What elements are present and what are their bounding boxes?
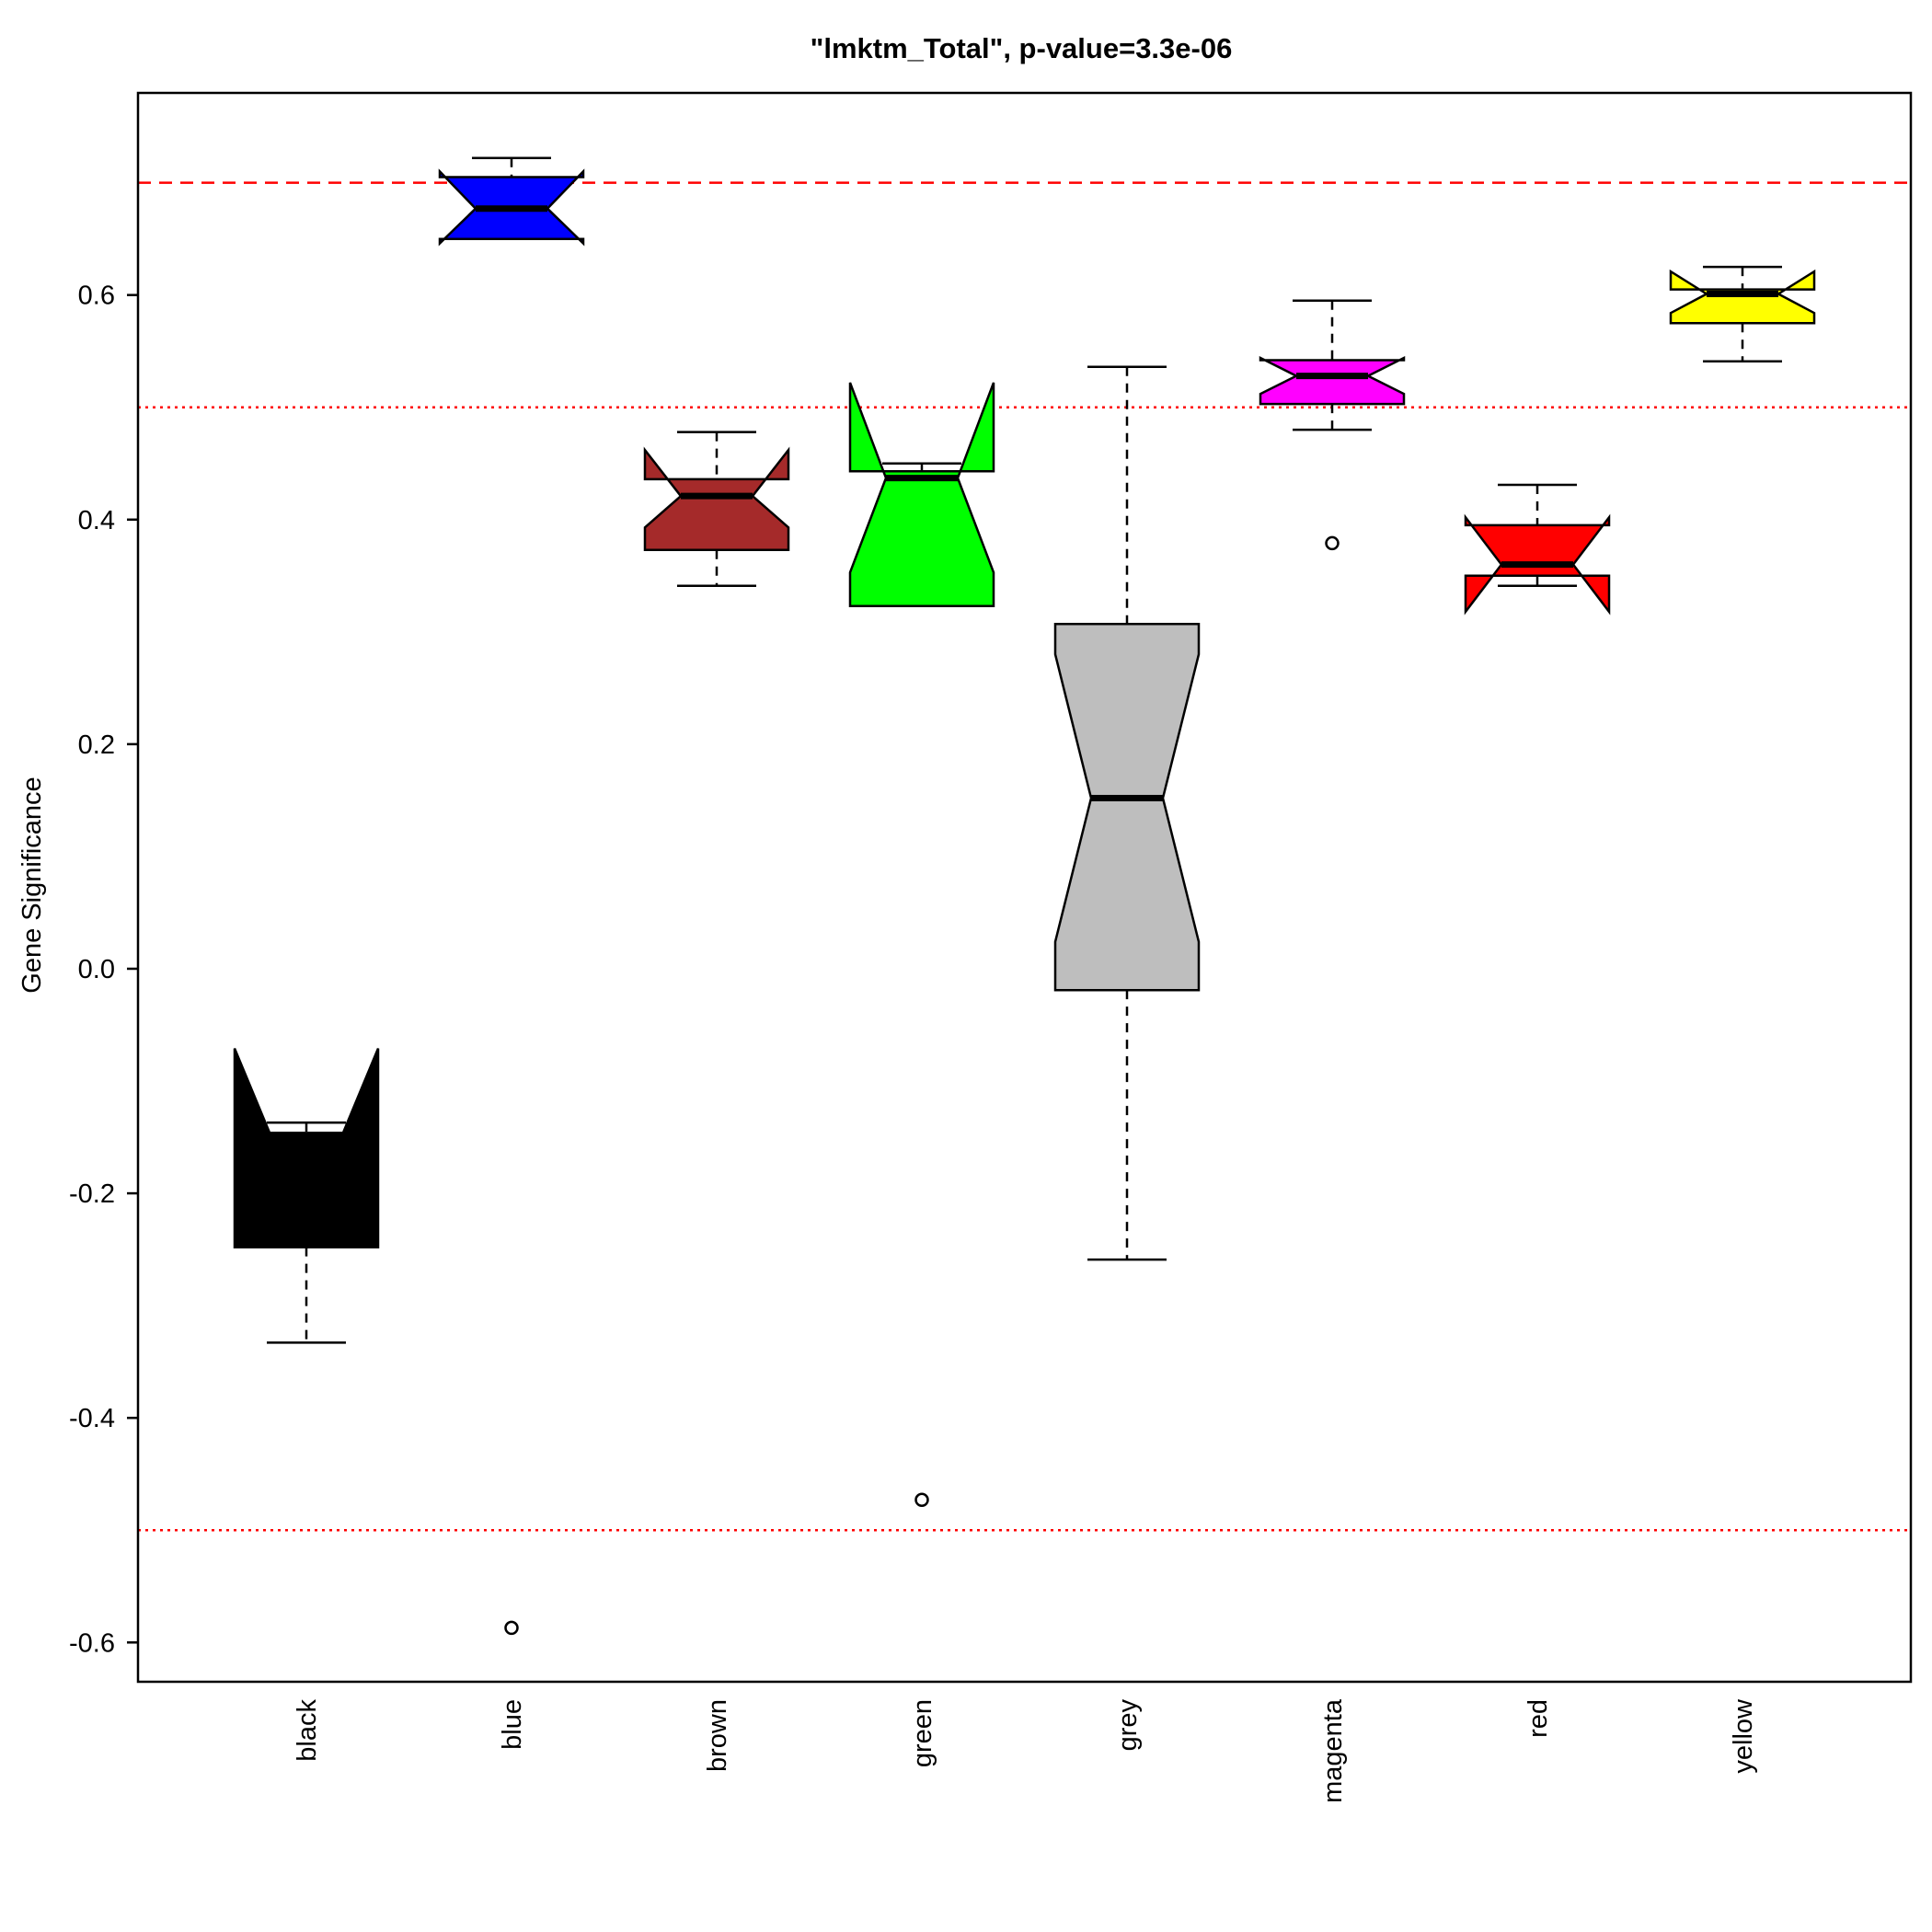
- box-body: [848, 382, 995, 608]
- box-body: [1053, 623, 1201, 992]
- x-tick-label: black: [293, 1699, 322, 1762]
- chart-title: "lmktm_Total", p-value=3.3e-06: [811, 32, 1233, 64]
- x-tick-label: yellow: [1729, 1698, 1758, 1774]
- outlier-point: [914, 1492, 929, 1508]
- box-grey: [1053, 365, 1201, 1261]
- boxes: [233, 156, 1816, 1636]
- box-black: [233, 1048, 380, 1344]
- box-red: [1464, 483, 1611, 615]
- y-axis-label: Gene Significance: [17, 776, 47, 993]
- x-tick-label: brown: [703, 1699, 732, 1772]
- box-body: [1259, 355, 1406, 406]
- box-body: [643, 446, 790, 551]
- outlier-point: [1325, 535, 1340, 551]
- outlier-point: [504, 1620, 519, 1636]
- x-tick-label: grey: [1113, 1699, 1143, 1752]
- y-tick-label: -0.2: [69, 1179, 115, 1209]
- y-tick-label: 0.0: [78, 955, 115, 984]
- x-tick-label: red: [1524, 1699, 1553, 1738]
- x-tick-label: blue: [498, 1699, 527, 1750]
- box-brown: [643, 431, 790, 588]
- y-tick-label: 0.2: [78, 730, 115, 760]
- x-axis: black blue brown green grey magenta red yellow: [293, 1698, 1758, 1803]
- box-magenta: [1259, 299, 1406, 551]
- y-axis: -0.6 -0.4 -0.2 0.0 0.2 0.4 0.6: [69, 282, 138, 1658]
- y-tick-label: 0.4: [78, 506, 115, 535]
- box-body: [233, 1048, 380, 1248]
- box-body: [1669, 269, 1816, 325]
- y-tick-label: 0.6: [78, 282, 115, 311]
- x-tick-label: magenta: [1318, 1698, 1348, 1803]
- y-tick-label: -0.6: [69, 1628, 115, 1658]
- plot-frame: [136, 91, 1913, 1684]
- reference-lines: [138, 181, 1911, 1532]
- box-green: [848, 382, 995, 1508]
- box-blue: [438, 156, 585, 1636]
- y-tick-label: -0.4: [69, 1404, 115, 1433]
- x-tick-label: green: [908, 1699, 937, 1767]
- box-yellow: [1669, 265, 1816, 362]
